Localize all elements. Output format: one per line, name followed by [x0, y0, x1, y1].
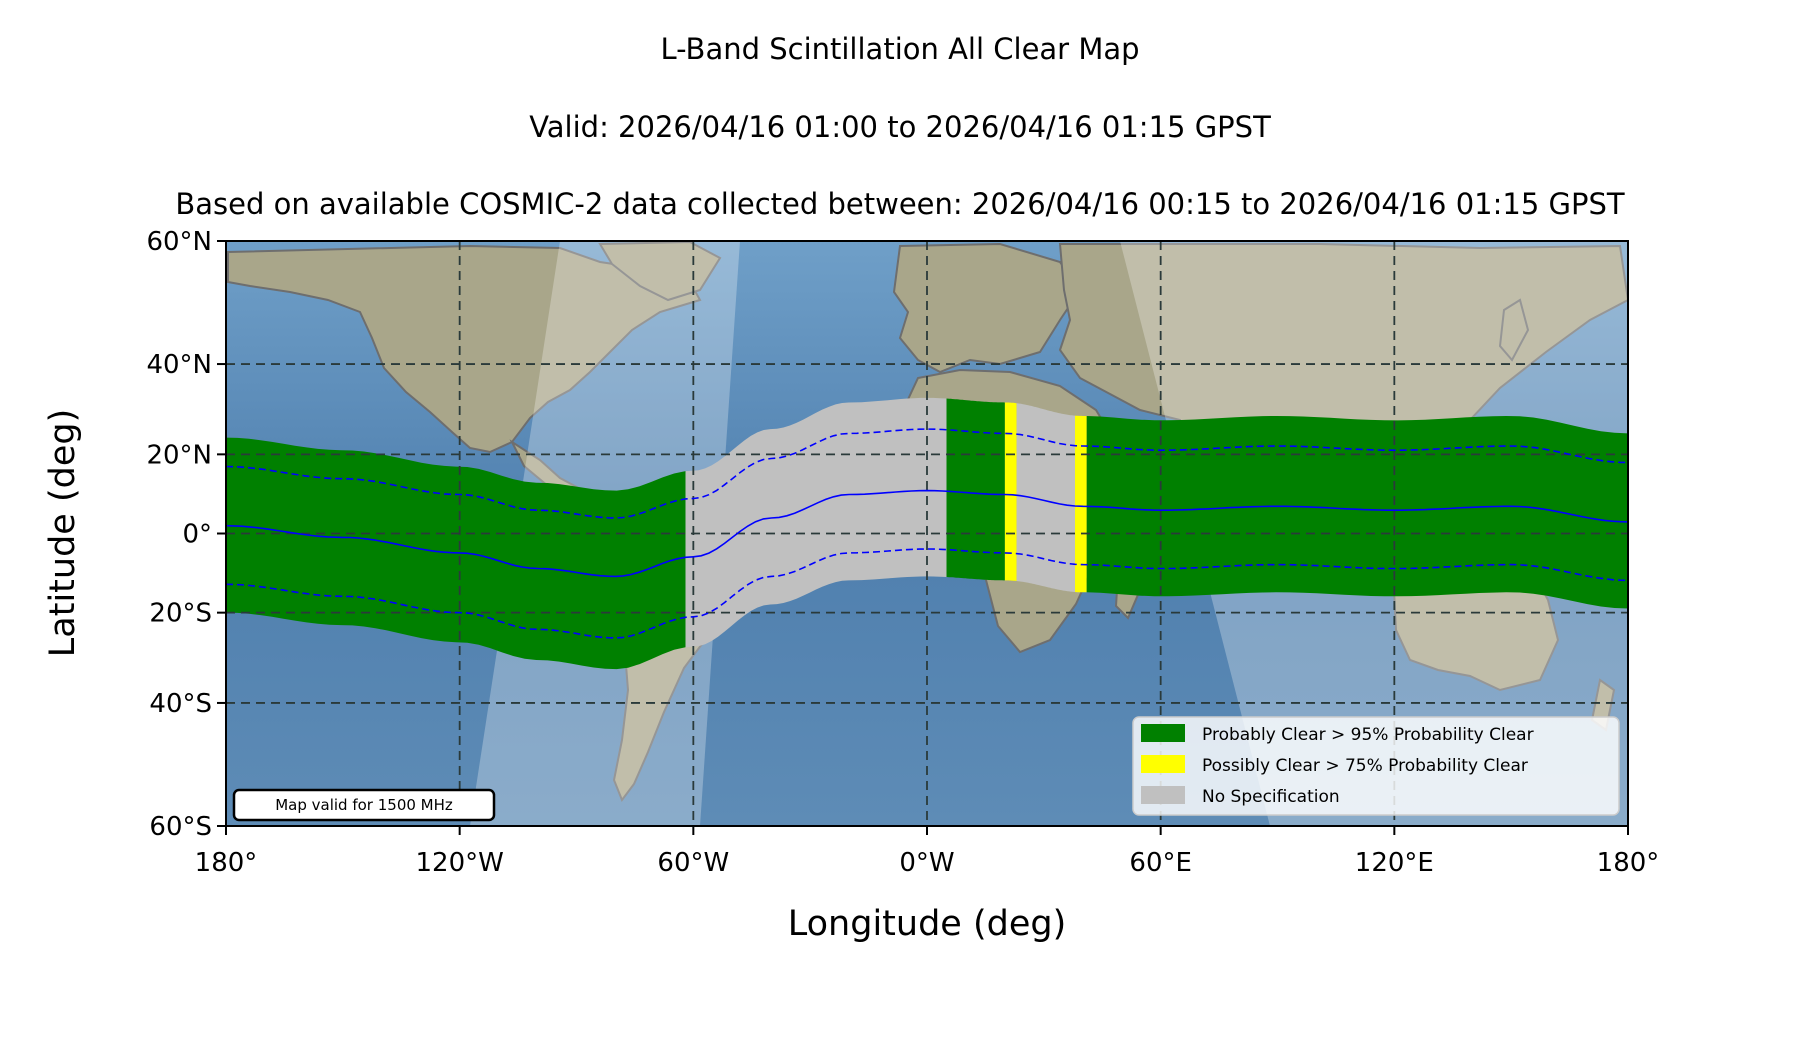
greenland-landmass	[598, 241, 722, 302]
north-dashed-boundary	[226, 428, 1628, 519]
x-tick-label: 60°E	[1129, 848, 1192, 878]
x-tick-label: 120°E	[1355, 848, 1434, 878]
band-segment-possibly-clear	[1004, 402, 1017, 581]
legend-label-no-specification: No Specification	[1202, 787, 1340, 807]
y-axis-label: Latitude (deg)	[43, 409, 83, 657]
legend: Probably Clear > 95% Probability Clear P…	[1132, 716, 1620, 816]
valid-time-subtitle: Valid: 2026/04/16 01:00 to 2026/04/16 01…	[529, 110, 1271, 144]
y-tick-label: 60°N	[146, 227, 212, 257]
x-axis-ticks: 180° 120°W 60°W 0°W 60°E 120°E 180°	[195, 826, 1660, 878]
band-segment-possibly-clear	[1075, 415, 1087, 593]
x-tick-label: 180°	[195, 848, 258, 878]
japan-landmass	[1498, 298, 1530, 362]
frequency-note: Map valid for 1500 MHz	[232, 788, 496, 822]
legend-box	[1132, 716, 1620, 816]
magnetic-equator-lines	[226, 428, 1628, 639]
data-window-subtitle: Based on available COSMIC-2 data collect…	[175, 187, 1625, 221]
scintillation-bands	[226, 397, 1628, 670]
y-tick-label: 60°S	[149, 812, 212, 842]
y-tick-label: 20°N	[146, 440, 212, 470]
x-tick-label: 60°W	[657, 848, 729, 878]
y-tick-label: 20°S	[149, 599, 212, 629]
y-tick-label: 40°N	[146, 350, 212, 380]
y-axis-ticks: 60°N 40°N 20°N 0° 20°S 40°S 60°S	[146, 227, 226, 842]
band-segment-probably-clear	[946, 398, 1005, 581]
x-tick-label: 0°W	[899, 848, 954, 878]
magnetic-equator-line	[226, 489, 1628, 578]
legend-swatch-probably-clear	[1141, 724, 1185, 742]
frequency-note-text: Map valid for 1500 MHz	[275, 796, 453, 814]
legend-swatch-no-specification	[1141, 786, 1185, 804]
band-segment-no-spec	[685, 397, 947, 648]
legend-label-possibly-clear: Possibly Clear > 75% Probability Clear	[1202, 756, 1528, 776]
band-segment-no-spec	[1016, 403, 1075, 592]
x-tick-label: 180°	[1597, 848, 1660, 878]
x-axis-label: Longitude (deg)	[788, 904, 1066, 944]
map-title: L-Band Scintillation All Clear Map	[660, 32, 1140, 66]
south-dashed-boundary	[226, 548, 1628, 639]
band-segment-probably-clear	[1086, 416, 1628, 609]
legend-label-probably-clear: Probably Clear > 95% Probability Clear	[1202, 725, 1534, 745]
x-tick-label: 120°W	[415, 848, 503, 878]
legend-swatch-possibly-clear	[1141, 755, 1185, 773]
y-tick-label: 40°S	[149, 689, 212, 719]
y-tick-label: 0°	[182, 520, 212, 550]
frequency-note-box	[232, 788, 496, 822]
